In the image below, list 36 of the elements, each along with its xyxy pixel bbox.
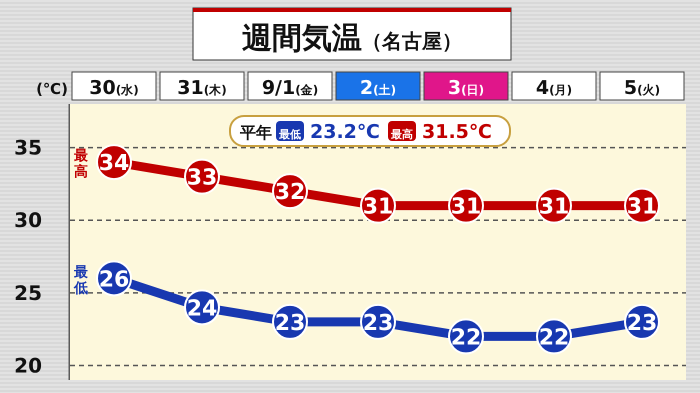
x-tick-label: 5(火) (624, 77, 660, 99)
annotation: 平年 (239, 123, 272, 142)
x-tick-label: 3(日) (448, 77, 484, 99)
data-label: 26 (98, 267, 130, 292)
data-label: 24 (186, 296, 218, 322)
data-label: 31 (538, 194, 570, 220)
x-tick-label: 4(月) (536, 77, 572, 99)
data-label: 33 (186, 166, 218, 191)
series-label: 最低 (73, 264, 88, 296)
data-label: 23 (274, 310, 306, 336)
x-tick-label: 9/1(金) (262, 77, 318, 99)
title: 週間気温（名古屋） (192, 8, 512, 60)
data-label: 22 (450, 325, 482, 350)
y-tick-label: 35 (14, 136, 42, 160)
data-label: 31 (626, 194, 658, 220)
data-label: 34 (98, 151, 130, 176)
annotation: 最高 (390, 128, 413, 141)
y-tick-label: 20 (14, 353, 42, 378)
data-label: 22 (538, 325, 570, 350)
annotation: 23.2℃ (310, 121, 380, 143)
data-label: 31 (450, 194, 482, 220)
data-label: 23 (362, 310, 394, 336)
chart-title: 週間気温 (242, 21, 362, 56)
data-label: 23 (626, 310, 658, 336)
annotation: 最低 (278, 128, 301, 141)
y-tick-label: 25 (14, 280, 42, 305)
y-tick-label: 30 (14, 208, 42, 232)
x-tick-label: 2(土) (360, 77, 396, 99)
chart-subtitle: （名古屋） (362, 29, 462, 53)
annotation: 31.5℃ (422, 121, 492, 143)
y-axis-title: (℃) (36, 80, 68, 98)
series-label: 最高 (73, 148, 88, 180)
x-tick-label: 30(水) (89, 77, 139, 99)
x-tick-label: 31(木) (177, 77, 227, 99)
data-label: 31 (362, 194, 394, 220)
data-label: 32 (274, 180, 306, 206)
